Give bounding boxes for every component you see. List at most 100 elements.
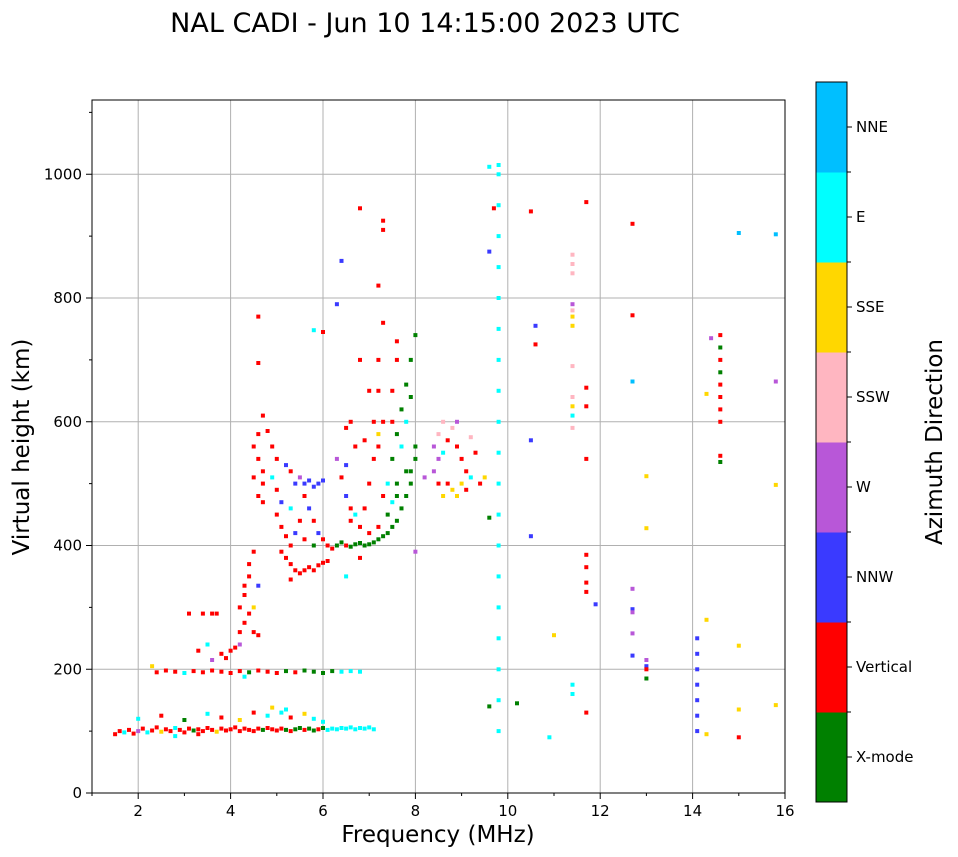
echo-point xyxy=(219,726,224,731)
echo-point xyxy=(251,729,256,734)
echo-point xyxy=(695,729,700,734)
x-tick-label: 8 xyxy=(411,802,421,820)
echo-point xyxy=(307,726,312,731)
echo-point xyxy=(311,543,316,548)
echo-point xyxy=(247,611,252,616)
echo-point xyxy=(237,718,242,722)
echo-point xyxy=(376,432,381,437)
echo-point xyxy=(773,482,778,487)
echo-point xyxy=(709,336,714,341)
echo-point xyxy=(570,314,575,319)
echo-point xyxy=(260,481,265,486)
echo-point xyxy=(468,475,473,480)
echo-point xyxy=(630,653,635,658)
echo-point xyxy=(256,726,261,731)
colorbar-segment xyxy=(816,262,847,353)
echo-point xyxy=(302,568,307,573)
echo-point xyxy=(348,506,353,511)
echo-point xyxy=(445,438,450,443)
echo-point xyxy=(413,549,418,554)
echo-point xyxy=(288,469,293,474)
echo-point xyxy=(274,456,279,461)
echo-point xyxy=(330,546,335,551)
echo-point xyxy=(390,419,395,424)
echo-point xyxy=(367,725,372,730)
echo-point xyxy=(200,729,205,734)
echo-point xyxy=(482,475,487,480)
echo-point xyxy=(321,726,325,730)
echo-point xyxy=(450,425,455,430)
echo-point xyxy=(316,563,321,568)
y-tick-label: 200 xyxy=(53,660,82,678)
x-axis-label: Frequency (MHz) xyxy=(341,822,534,848)
echo-point xyxy=(182,671,187,675)
echo-point xyxy=(256,361,261,365)
echo-point xyxy=(436,432,441,437)
echo-point xyxy=(445,481,450,486)
echo-point xyxy=(358,726,362,730)
echo-point xyxy=(695,698,700,703)
echo-point xyxy=(279,549,284,554)
echo-point xyxy=(371,419,376,424)
echo-point xyxy=(145,730,150,735)
echo-point xyxy=(399,444,404,449)
echo-point xyxy=(630,221,635,226)
echo-point xyxy=(270,727,275,732)
echo-point xyxy=(256,668,261,673)
echo-point xyxy=(464,487,469,492)
echo-point xyxy=(344,425,349,430)
echo-point xyxy=(496,234,501,239)
echo-point xyxy=(773,379,778,384)
echo-point xyxy=(367,481,372,486)
y-axis: 0 200 400 600 800 1000 xyxy=(44,111,92,802)
y-tick-label: 0 xyxy=(72,784,82,802)
echo-point xyxy=(260,500,265,505)
echo-point xyxy=(256,633,261,638)
echo-point xyxy=(288,562,293,567)
echo-point xyxy=(570,682,575,687)
echo-point xyxy=(348,544,353,549)
echo-point xyxy=(297,571,302,576)
echo-point xyxy=(547,735,552,740)
echo-point xyxy=(242,726,247,731)
echo-point xyxy=(630,631,635,636)
echo-point xyxy=(381,227,386,232)
echo-point xyxy=(237,642,242,647)
echo-point xyxy=(344,494,349,498)
echo-point xyxy=(570,364,575,369)
echo-point xyxy=(496,296,501,300)
echo-point xyxy=(584,404,589,409)
echo-point xyxy=(196,648,201,653)
echo-point xyxy=(154,670,159,675)
y-tick-label: 800 xyxy=(53,289,82,307)
echo-point xyxy=(630,586,635,591)
echo-point xyxy=(196,732,201,737)
grid-lines xyxy=(92,100,786,794)
echo-point xyxy=(358,555,362,560)
echo-point xyxy=(274,487,279,492)
echo-point xyxy=(247,727,252,732)
echo-point xyxy=(718,357,723,362)
echo-point xyxy=(307,478,312,483)
echo-point xyxy=(205,642,210,647)
colorbar-tick-label: X-mode xyxy=(856,748,913,766)
echo-point xyxy=(464,469,469,474)
colorbar-segment xyxy=(816,352,847,443)
chart-title: NAL CADI - Jun 10 14:15:00 2023 UTC xyxy=(170,8,680,39)
echo-point xyxy=(528,534,533,539)
colorbar-tick-label: SSE xyxy=(856,298,885,316)
echo-point xyxy=(473,450,478,455)
echo-point xyxy=(311,518,316,523)
echo-point xyxy=(404,494,409,498)
echo-point xyxy=(284,727,288,732)
echo-point xyxy=(191,669,196,674)
echo-point xyxy=(210,727,215,732)
echo-point xyxy=(339,258,344,263)
echo-point xyxy=(242,620,247,625)
echo-point xyxy=(233,725,238,730)
echo-point xyxy=(358,669,362,674)
echo-point xyxy=(330,669,335,674)
colorbar-segment xyxy=(816,172,847,263)
echo-point xyxy=(348,725,353,730)
